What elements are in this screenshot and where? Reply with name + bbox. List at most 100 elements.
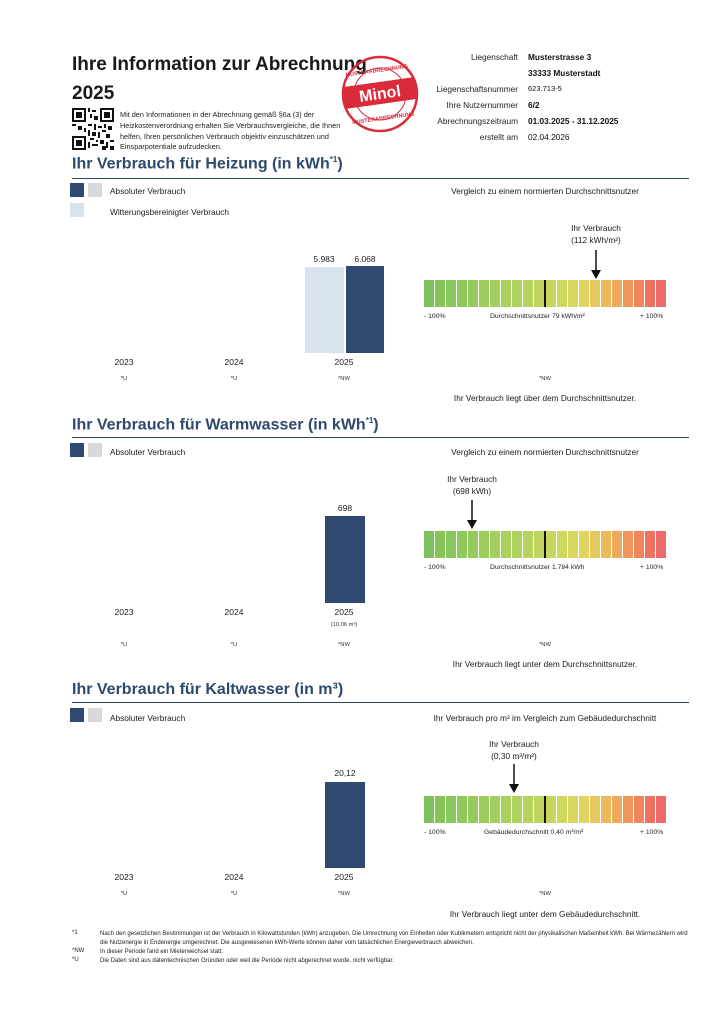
scale-segment [622,796,633,823]
footnote-key-nw: *NW [72,948,85,954]
heizung-arrow-icon [591,250,601,279]
meta-value-nutzernummer: 6/2 [528,100,540,110]
kaltwasser-note-2024: *U [230,891,238,897]
scale-segment [479,531,490,558]
heizung-rule [72,178,689,179]
scale-segment [468,531,479,558]
kaltwasser-year-2025: 2025 [334,872,354,882]
ww-legend-swatch-dark [70,443,84,457]
heizung-title-end: ) [337,155,343,173]
scale-segment [655,531,667,558]
warmwasser-title-end: ) [373,416,379,434]
footnote-text-1: Nach den gesetzlichen Bestimmungen ist d… [100,931,688,946]
footnote-key-u: *U [72,957,79,963]
meta-value-abrechnungszeitraum: 01.03.2025 - 31.12.2025 [528,116,619,126]
meta-label-liegenschaftsnummer: Liegenschaftsnummer [436,84,518,94]
scale-segment [490,280,501,307]
scale-segment [633,796,644,823]
scale-segment [490,531,501,558]
scale-segment [611,280,622,307]
warmwasser-rule [72,437,689,438]
scale-segment [622,280,633,307]
scale-segment [578,280,589,307]
scale-segment [523,280,534,307]
warmwasser-compare-title: Vergleich zu einem normierten Durchschni… [451,447,639,457]
footnote-text-nw: In dieser Periode fand ein Mieterwechsel… [100,949,224,955]
warmwasser-scale-mid: Durchschnittsnutzer 1.784 kWh [490,564,585,571]
qr-code-icon[interactable] [72,108,114,150]
meta-value-street: Musterstrasse 3 [528,52,592,62]
meta-label-liegenschaft: Liegenschaft [470,52,518,62]
kaltwasser-scale-marker [544,796,546,823]
scale-segment [501,796,512,823]
minol-stamp-logo: Minol MUSTERABRECHNUNG MUSTERABRECHNUNG [341,55,419,133]
scale-segment [512,531,523,558]
page-title: Ihre Information zur Abrechnung 2025 [72,50,372,108]
warmwasser-year-2023: 2023 [114,607,134,617]
legend-swatch-weather [70,203,84,217]
heizung-year-2025: 2025 [334,357,354,367]
scale-segment [611,531,622,558]
kaltwasser-scale-right: + 100% [640,829,664,836]
scale-segment [457,796,468,823]
kaltwasser-value-abs: 20,12 [334,768,356,778]
warmwasser-arrow-icon [467,500,477,529]
heizung-scale-mid: Durchschnittsnutzer 79 kWh/m² [490,313,585,320]
scale-segment [589,280,600,307]
scale-segment [633,531,644,558]
scale-segment [567,280,578,307]
kaltwasser-bar-abs [325,782,365,868]
kw-legend-swatch-dark [70,708,84,722]
warmwasser-legend-abs: Absoluter Verbrauch [110,447,186,457]
meta-value-city: 33333 Musterstadt [528,68,601,78]
scale-segment [644,796,655,823]
scale-segment [446,531,457,558]
scale-segment [556,796,567,823]
scale-segment [512,280,523,307]
heizung-note-2023: *U [120,376,128,382]
scale-segment [424,796,435,823]
heizung-year-2023: 2023 [114,357,134,367]
kaltwasser-scale-note: *NW [539,891,551,897]
heizung-arrow-label-1: Ihr Verbrauch [571,223,621,233]
scale-segment [545,531,556,558]
warmwasser-section-title: Ihr Verbrauch für Warmwasser (in kWh*1) [72,416,379,434]
scale-segment [512,796,523,823]
scale-segment [534,531,545,558]
warmwasser-scale-left: - 100% [424,564,446,571]
kaltwasser-section-title: Ihr Verbrauch für Kaltwasser (in m³) [72,681,344,698]
footnote-key-1: *1 [72,930,78,936]
scale-segment [600,280,611,307]
heizung-scale-marker [544,280,546,307]
kaltwasser-arrow-label-2: (0,30 m³/m²) [491,751,537,761]
scale-segment [600,531,611,558]
warmwasser-value-abs: 698 [337,503,353,513]
scale-segment [600,796,611,823]
scale-segment [655,796,667,823]
kaltwasser-scale-mid: Gebäudedurchschnitt 0,40 m³/m² [484,829,584,836]
kaltwasser-note-2023: *U [120,891,128,897]
legend-swatch-abs-grey [88,183,102,197]
scale-segment [567,796,578,823]
scale-segment [589,796,600,823]
heizung-bar-weather [305,267,344,353]
legend-swatch-abs-dark [70,183,84,197]
scale-segment [479,280,490,307]
warmwasser-scale [424,531,667,558]
kaltwasser-year-2023: 2023 [114,872,134,882]
meta-value-erstellt: 02.04.2026 [528,132,570,142]
scale-segment [556,531,567,558]
kaltwasser-arrow-label-1: Ihr Verbrauch [489,739,539,749]
scale-segment [490,796,501,823]
scale-segment [435,531,446,558]
warmwasser-arrow-label: Ihr Verbrauch (698 kWh) [422,473,522,497]
scale-segment [457,280,468,307]
kaltwasser-note-2025: *NW [338,891,350,897]
warmwasser-scale-marker [544,531,546,558]
warmwasser-scale-note: *NW [539,642,551,648]
warmwasser-arrow-label-2: (698 kWh) [452,486,492,496]
heizung-scale-right: + 100% [640,313,664,320]
warmwasser-title-sup: *1 [365,416,374,425]
heizung-year-2024: 2024 [224,357,244,367]
warmwasser-bar-abs [325,516,365,603]
